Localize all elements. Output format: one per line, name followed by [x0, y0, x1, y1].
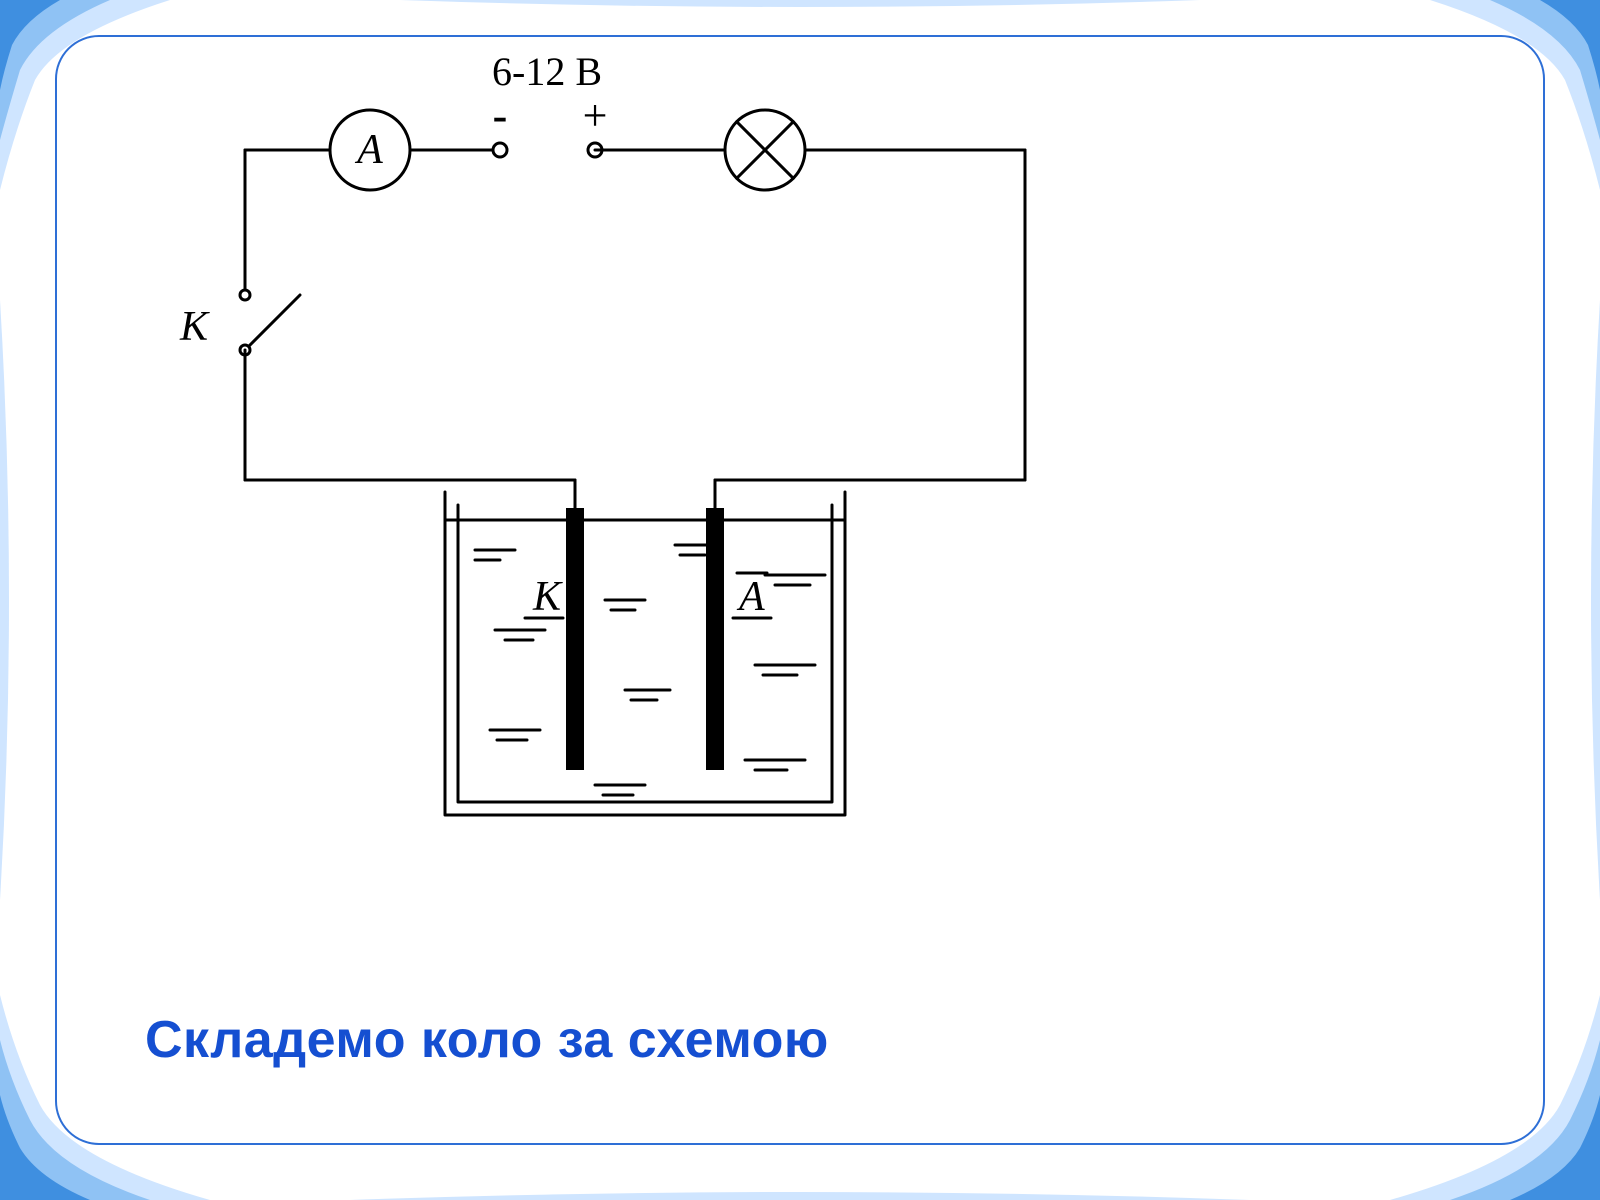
- anode-electrode: [706, 508, 724, 770]
- source-minus-terminal: [493, 143, 507, 157]
- switch-label: K: [179, 304, 210, 350]
- cell-vessel-outer: [445, 492, 845, 815]
- switch-arm: [245, 295, 300, 350]
- switch-upper-terminal: [240, 290, 250, 300]
- slide-caption: Складемо коло за схемою: [145, 1010, 829, 1070]
- cathode-label: K: [532, 574, 563, 620]
- plus-label: +: [583, 91, 608, 140]
- cathode-electrode: [566, 508, 584, 770]
- circuit-diagram: A: [125, 50, 1185, 930]
- ammeter-label: A: [354, 127, 383, 173]
- anode-label: A: [736, 574, 765, 620]
- minus-label: -: [493, 91, 508, 140]
- voltage-label: 6-12 В: [492, 50, 602, 94]
- liquid-dashes: [475, 545, 825, 795]
